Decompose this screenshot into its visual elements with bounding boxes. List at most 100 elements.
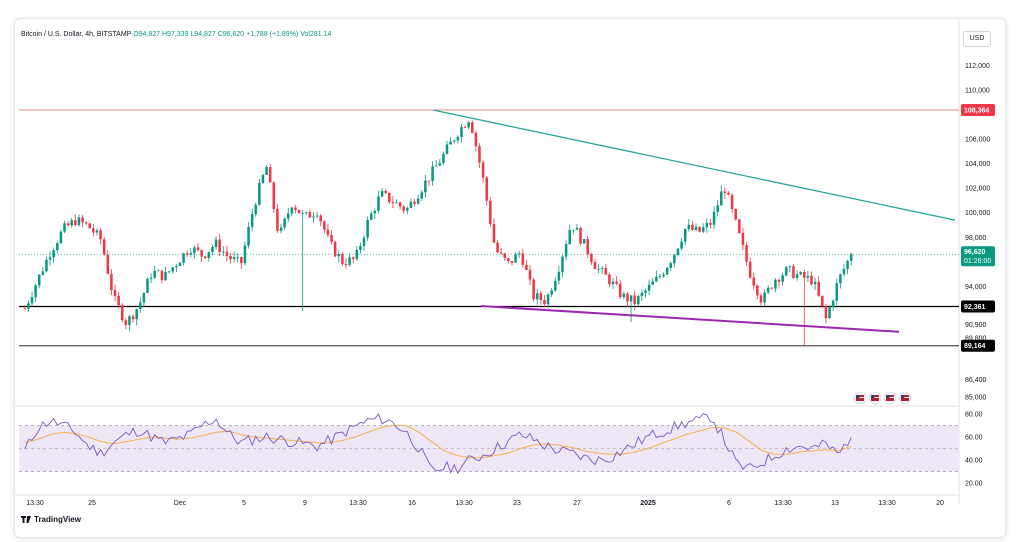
candle-body [795, 274, 799, 279]
candle-body [330, 234, 333, 242]
candle-body [813, 281, 817, 285]
chart-panel[interactable]: 112,000 110,000 106,000 104,000 102,000 100,0… [14, 18, 1006, 538]
upper-trendline [432, 109, 956, 221]
us-flag-canton [856, 395, 860, 398]
candle-body [474, 132, 478, 147]
candle-body [618, 283, 622, 298]
candle-body [276, 208, 279, 231]
time-tick-label: 23 [513, 500, 521, 507]
candle-body [658, 276, 662, 278]
candle-body [593, 261, 597, 269]
tradingview-logo[interactable]: TradingView [21, 515, 81, 524]
candle-body [499, 252, 503, 254]
candle-body [572, 229, 575, 231]
candle-body [308, 212, 312, 218]
candle-body [561, 256, 564, 272]
candle-body [128, 316, 131, 326]
price-level-tag [961, 339, 995, 352]
candle-body [99, 230, 102, 240]
candle-body [456, 136, 460, 141]
candle-body [229, 255, 232, 260]
candle-body [532, 279, 535, 300]
candle-body [611, 281, 615, 285]
candle-body [45, 259, 48, 272]
candle-body [142, 292, 146, 303]
candle-body [110, 273, 113, 291]
price-tick-label: 102,000 [965, 186, 990, 193]
candle-body [84, 222, 88, 224]
time-tick-label: Dec [174, 500, 187, 507]
candle-body [366, 219, 369, 238]
us-flag-canton [886, 395, 890, 398]
price-level-tag [961, 300, 995, 313]
candle-body [709, 222, 712, 225]
candle-body [189, 253, 193, 255]
candle-body [124, 320, 128, 326]
candle-body [222, 251, 225, 253]
candle-body [380, 191, 384, 197]
candle-body [720, 191, 723, 206]
chart-canvas[interactable]: 112,000 110,000 106,000 104,000 102,000 100,0… [15, 19, 1005, 537]
candle-body [323, 221, 326, 230]
candle-body [568, 229, 571, 245]
candle-body [398, 202, 402, 207]
candle-countdown: 01:26:00 [964, 258, 991, 265]
candle-body [774, 279, 777, 289]
us-flag-stripe [886, 397, 894, 398]
candle-body [712, 211, 716, 225]
candle-body [745, 245, 748, 262]
time-tick-label: 16 [408, 500, 416, 507]
candle-body [77, 217, 81, 225]
candle-body [763, 292, 766, 303]
candle-body [247, 226, 250, 246]
candle-body [312, 216, 315, 218]
candle-body [846, 260, 849, 269]
candle-body [348, 257, 351, 265]
ohlc-low: L94,827 [190, 31, 216, 38]
lower-trendline [480, 305, 900, 333]
candle-body [272, 182, 276, 209]
candle-body [27, 303, 30, 309]
candle-body [37, 274, 41, 286]
time-tick-label: 27 [573, 500, 581, 507]
candle-body [56, 243, 59, 251]
price-level-label: 108,364 [964, 108, 989, 115]
candle-body [268, 167, 272, 183]
candle-body [92, 228, 95, 233]
candle-body [647, 284, 651, 291]
candle-body [240, 257, 243, 264]
time-tick-label: 2025 [640, 500, 656, 507]
candle-body [723, 191, 727, 193]
candle-body [503, 253, 507, 259]
us-flag-stripe [901, 397, 909, 398]
candle-body [756, 285, 759, 296]
candle-body [434, 165, 438, 167]
candle-body [409, 201, 413, 208]
candle-body [41, 271, 45, 275]
price-tick-label: 86,400 [965, 377, 987, 384]
candle-body [615, 281, 618, 284]
candle-body [95, 230, 99, 233]
candle-body [554, 280, 557, 291]
candle-body [839, 274, 842, 284]
currency-selector[interactable]: USD [963, 31, 991, 47]
candle-body [730, 194, 734, 209]
time-tick-label: 13:30 [455, 500, 473, 507]
candle-body [683, 228, 687, 242]
candle-body [788, 266, 792, 268]
candle-body [391, 202, 395, 204]
candle-body [120, 305, 124, 321]
candle-body [655, 276, 658, 282]
candle-body [622, 293, 626, 298]
price-tick-label: 106,000 [965, 137, 990, 144]
candle-body [835, 283, 839, 301]
candle-body [362, 237, 366, 247]
candle-body [157, 270, 160, 272]
time-tick-label: 13:30 [878, 500, 896, 507]
candle-body [738, 219, 741, 234]
candle-body [214, 239, 218, 248]
candle-body [254, 204, 258, 215]
candle-body [741, 233, 745, 246]
candle-body [460, 127, 463, 137]
candle-body [113, 290, 117, 296]
